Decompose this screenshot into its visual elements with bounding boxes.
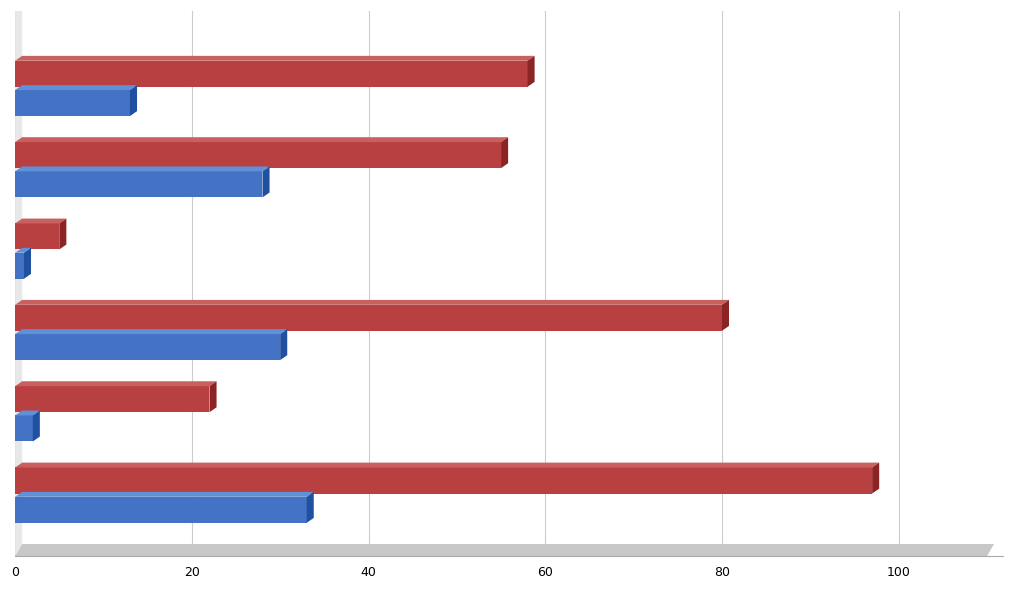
Polygon shape — [501, 137, 508, 168]
Polygon shape — [15, 166, 270, 171]
Polygon shape — [59, 218, 66, 250]
Polygon shape — [15, 85, 137, 90]
Polygon shape — [15, 329, 287, 334]
Polygon shape — [15, 218, 66, 224]
Polygon shape — [15, 463, 879, 467]
Bar — [15, 224, 59, 250]
Polygon shape — [872, 463, 879, 493]
Polygon shape — [722, 300, 729, 331]
Bar — [15, 386, 210, 412]
Polygon shape — [527, 56, 534, 87]
Polygon shape — [280, 329, 287, 360]
Polygon shape — [15, 411, 40, 415]
Polygon shape — [15, 544, 994, 556]
Bar — [15, 253, 24, 278]
Bar — [15, 334, 280, 360]
Polygon shape — [15, 56, 534, 61]
Bar — [15, 305, 722, 331]
Polygon shape — [24, 248, 31, 278]
Polygon shape — [15, 300, 729, 305]
Bar — [15, 171, 263, 198]
Polygon shape — [15, 137, 508, 142]
Bar — [15, 467, 872, 493]
Polygon shape — [32, 411, 40, 441]
Polygon shape — [263, 166, 270, 198]
Bar — [15, 61, 527, 87]
Polygon shape — [15, 381, 217, 386]
Polygon shape — [15, 248, 31, 253]
Bar — [15, 90, 130, 116]
Bar — [15, 142, 501, 168]
Polygon shape — [15, 0, 22, 556]
Bar — [15, 497, 306, 523]
Polygon shape — [210, 381, 217, 412]
Polygon shape — [130, 85, 137, 116]
Bar — [15, 415, 32, 441]
Polygon shape — [15, 492, 313, 497]
Polygon shape — [306, 492, 313, 523]
